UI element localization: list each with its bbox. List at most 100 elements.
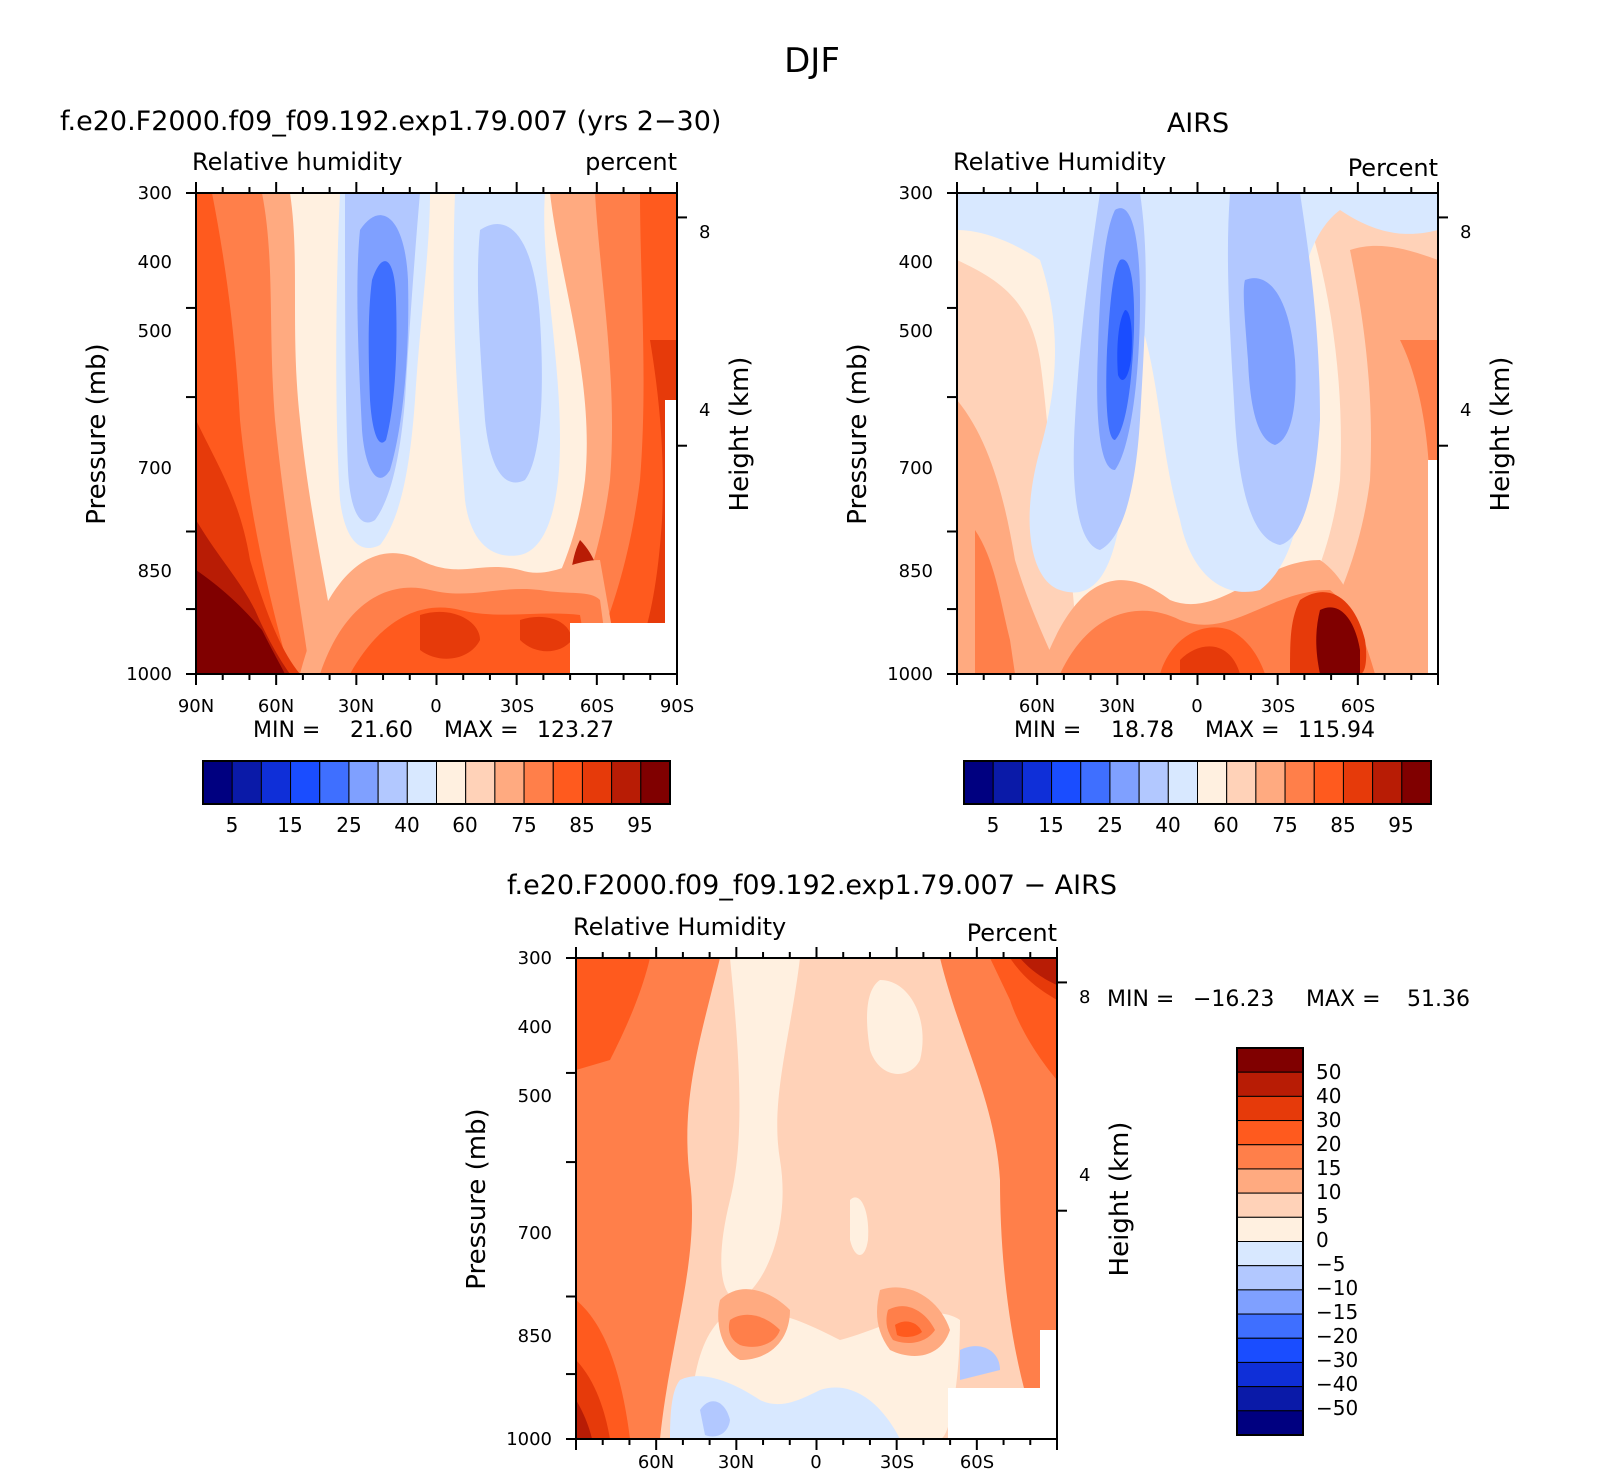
- colorbar-frame: [202, 760, 671, 805]
- colorbar-swatch: [1255, 760, 1286, 805]
- colorbar-label: 0: [1316, 1228, 1329, 1252]
- panel-diff-y-axis: 300 400 500 700 850 1000 Pressure (mb) 8…: [462, 948, 1135, 1450]
- colorbar-label: −50: [1316, 1396, 1358, 1420]
- y-tick-label: 700: [899, 458, 933, 479]
- colorbar-swatch: [1236, 1192, 1304, 1218]
- stat-min-label: MIN =: [253, 718, 320, 743]
- y-tick-label: 700: [138, 458, 172, 479]
- colorbar-swatch: [465, 760, 496, 805]
- colorbar-swatch: [1197, 760, 1228, 805]
- colorbar-swatch: [1236, 1095, 1304, 1122]
- colorbar-label: 5: [226, 813, 239, 837]
- panel-airs: AIRS Relative Humidity Percent: [843, 108, 1516, 837]
- colorbar-label: −10: [1316, 1276, 1358, 1300]
- x-tick-label: 30S: [500, 696, 534, 717]
- y-tick-label: 1000: [506, 1429, 552, 1450]
- colorbar-swatch: [1080, 760, 1111, 805]
- panel-airs-colorbar-labels: 5 15 25 40 60 75 85 95: [987, 813, 1414, 837]
- colorbar-label: 40: [394, 813, 419, 837]
- colorbar-label: 75: [511, 813, 536, 837]
- colorbar-label: −20: [1316, 1324, 1358, 1348]
- x-tick-label: 60N: [638, 1452, 674, 1473]
- colorbar-swatch: [202, 760, 233, 805]
- colorbar-swatch: [406, 760, 437, 805]
- colorbar-swatch: [1167, 760, 1198, 805]
- panel-model-y2label: Height (km): [725, 357, 755, 512]
- colorbar-label: 95: [1388, 813, 1413, 837]
- stat-min-value: 21.60: [350, 718, 413, 743]
- y2-tick-label: 8: [1079, 987, 1090, 1008]
- panel-diff-ticks: [566, 947, 1067, 1450]
- colorbar-swatch: [319, 760, 350, 805]
- panel-airs-ticks: [947, 182, 1448, 685]
- panel-diff-stats: MIN = −16.23 MAX = 51.36: [1107, 987, 1470, 1012]
- x-tick-label: 90S: [660, 696, 694, 717]
- colorbar-swatch: [1138, 760, 1169, 805]
- y-tick-label: 400: [899, 252, 933, 273]
- colorbar-swatch: [1021, 760, 1053, 805]
- panel-diff-x-axis: 60N 30N 0 30S 60S: [638, 1452, 994, 1473]
- stat-max-label: MAX =: [1205, 718, 1280, 743]
- y2-tick-label: 4: [1079, 1165, 1090, 1186]
- y2-tick-label: 8: [1460, 222, 1471, 243]
- colorbar-swatch: [1236, 1289, 1304, 1315]
- panel-airs-y-axis: 300 400 500 700 850 1000 Pressure (mb) 8…: [843, 183, 1516, 685]
- panel-model-stats: MIN = 21.60 MAX = 123.27: [253, 718, 614, 743]
- colorbar-label: 5: [987, 813, 1000, 837]
- panel-diff-left-label: Relative Humidity: [573, 913, 786, 941]
- colorbar-swatch: [494, 760, 525, 805]
- panel-model-ticks: [186, 182, 687, 685]
- colorbar-label: 40: [1155, 813, 1180, 837]
- panel-airs-x-axis: 60N 30N 0 30S 60S: [1019, 696, 1375, 717]
- x-tick-label: 90N: [178, 696, 214, 717]
- colorbar-swatch: [523, 760, 554, 805]
- panel-airs-left-label: Relative Humidity: [953, 148, 1166, 176]
- colorbar-label: 15: [277, 813, 302, 837]
- y-tick-label: 850: [518, 1326, 552, 1347]
- colorbar-swatch: [1236, 1361, 1304, 1388]
- colorbar-frame: [963, 760, 1432, 805]
- colorbar-label: 75: [1272, 813, 1297, 837]
- panel-airs-stats: MIN = 18.78 MAX = 115.94: [1014, 718, 1375, 743]
- colorbar-frame: [1236, 1047, 1304, 1436]
- panel-model-y-axis: 300 400 500 700 850 1000 Pressure (mb) 8…: [82, 183, 755, 685]
- panel-model-colorbar: [202, 760, 671, 805]
- x-tick-label: 0: [810, 1452, 821, 1473]
- y-tick-label: 300: [518, 948, 552, 969]
- colorbar-swatch: [1236, 1337, 1304, 1363]
- panel-model-right-label: percent: [585, 148, 677, 176]
- colorbar-label: 10: [1316, 1180, 1341, 1204]
- y-tick-label: 1000: [126, 664, 172, 685]
- y-tick-label: 400: [518, 1017, 552, 1038]
- colorbar-swatch: [552, 760, 583, 805]
- stat-max-label: MAX =: [1306, 987, 1381, 1012]
- colorbar-swatch: [377, 760, 408, 805]
- colorbar-swatch: [1236, 1144, 1304, 1170]
- panel-airs-contours: [957, 193, 1438, 674]
- panel-model-left-label: Relative humidity: [192, 148, 402, 176]
- colorbar-swatch: [1313, 760, 1344, 805]
- panel-diff-y2label: Height (km): [1105, 1122, 1135, 1277]
- stat-min-value: 18.78: [1111, 718, 1174, 743]
- colorbar-swatch: [640, 760, 671, 805]
- stat-min-label: MIN =: [1107, 987, 1174, 1012]
- colorbar-swatch: [1236, 1241, 1304, 1267]
- colorbar-swatch: [1051, 760, 1082, 805]
- colorbar-swatch: [581, 760, 613, 805]
- stat-min-label: MIN =: [1014, 718, 1081, 743]
- colorbar-swatch: [611, 760, 642, 805]
- x-tick-label: 60S: [580, 696, 614, 717]
- colorbar-label: 15: [1316, 1156, 1341, 1180]
- colorbar-swatch: [1236, 1071, 1304, 1097]
- y-tick-label: 400: [138, 252, 172, 273]
- colorbar-label: 50: [1316, 1060, 1341, 1084]
- stat-max-label: MAX =: [444, 718, 519, 743]
- colorbar-swatch: [1284, 760, 1315, 805]
- y-tick-label: 850: [138, 561, 172, 582]
- stat-min-value: −16.23: [1193, 987, 1274, 1012]
- x-tick-label: 60N: [258, 696, 294, 717]
- colorbar-swatch: [1236, 1410, 1304, 1436]
- colorbar-label: 60: [452, 813, 477, 837]
- colorbar-label: 40: [1316, 1084, 1341, 1108]
